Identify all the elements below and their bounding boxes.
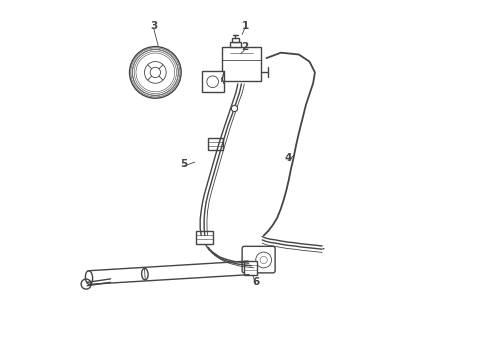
Text: 5: 5 (180, 159, 188, 169)
Bar (232, 38, 239, 42)
Bar (208, 138, 223, 150)
FancyBboxPatch shape (242, 246, 275, 273)
Bar (196, 230, 213, 244)
Bar (221, 47, 261, 81)
Bar (202, 71, 224, 92)
Text: 2: 2 (242, 42, 248, 52)
Bar (244, 261, 257, 275)
Text: 1: 1 (242, 21, 248, 31)
Text: 3: 3 (150, 21, 157, 31)
Text: 4: 4 (284, 153, 292, 163)
Bar (230, 42, 241, 47)
Ellipse shape (142, 268, 148, 280)
Text: 6: 6 (252, 277, 259, 287)
Ellipse shape (85, 271, 93, 284)
